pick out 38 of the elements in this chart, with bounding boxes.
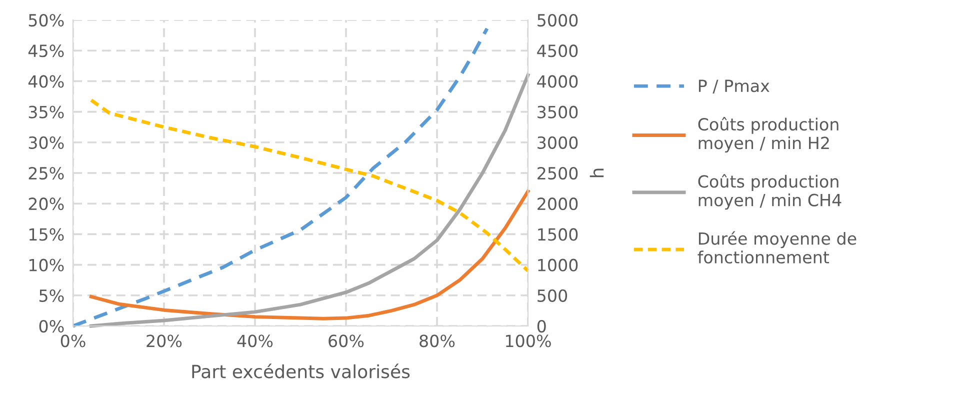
y2-tick-label: 3000 xyxy=(538,136,578,149)
y2-tick-label: 3500 xyxy=(538,106,578,118)
x-tick-label: 40% xyxy=(237,334,273,348)
legend-label: Coûts production moyen / min H2 xyxy=(698,117,838,152)
y2-tick-label: 2000 xyxy=(538,198,578,210)
y-tick-label: 15% xyxy=(29,228,64,241)
y-tick-label: 35% xyxy=(28,106,64,118)
y2-axis-title: h xyxy=(590,168,604,178)
y-tick-label: 20% xyxy=(28,198,64,210)
y2-tick-label: 5000 xyxy=(538,14,578,27)
y-tick-label: 40% xyxy=(28,75,64,88)
y2-tick-label: 1000 xyxy=(538,258,578,272)
x-tick-label: 60% xyxy=(328,334,364,348)
y2-tick-label: 1500 xyxy=(538,228,578,241)
y2-tick-label: 2500 xyxy=(538,166,578,180)
x-tick-label: 100% xyxy=(506,334,551,348)
y-tick-label: 0% xyxy=(39,320,64,333)
legend-label: Coûts production moyen / min CH4 xyxy=(698,174,842,210)
y-tick-label: 45% xyxy=(28,44,64,58)
x-tick-label: 20% xyxy=(146,334,182,348)
y-tick-label: 50% xyxy=(28,14,64,27)
line-series xyxy=(71,26,489,328)
legend-label: P / Pmax xyxy=(698,80,770,94)
y2-tick-label: 4500 xyxy=(537,44,578,58)
y2-tick-label: 4000 xyxy=(537,75,578,88)
y-tick-label: 30% xyxy=(28,136,64,149)
line-series xyxy=(89,190,530,320)
y-tick-label: 5% xyxy=(40,289,64,302)
y2-tick-label: 0 xyxy=(537,320,546,333)
x-tick-label: 80% xyxy=(420,334,455,348)
y-tick-label: 25% xyxy=(28,166,64,180)
x-tick-label: 0% xyxy=(60,334,86,348)
line-series xyxy=(89,98,530,273)
y-tick-label: 10% xyxy=(29,258,64,272)
y2-tick-label: 500 xyxy=(538,289,568,302)
line-series xyxy=(89,73,530,328)
legend-label: Durée moyenne de fonctionnement xyxy=(698,231,856,264)
x-axis-title: Part excédents valorisés xyxy=(192,364,410,378)
